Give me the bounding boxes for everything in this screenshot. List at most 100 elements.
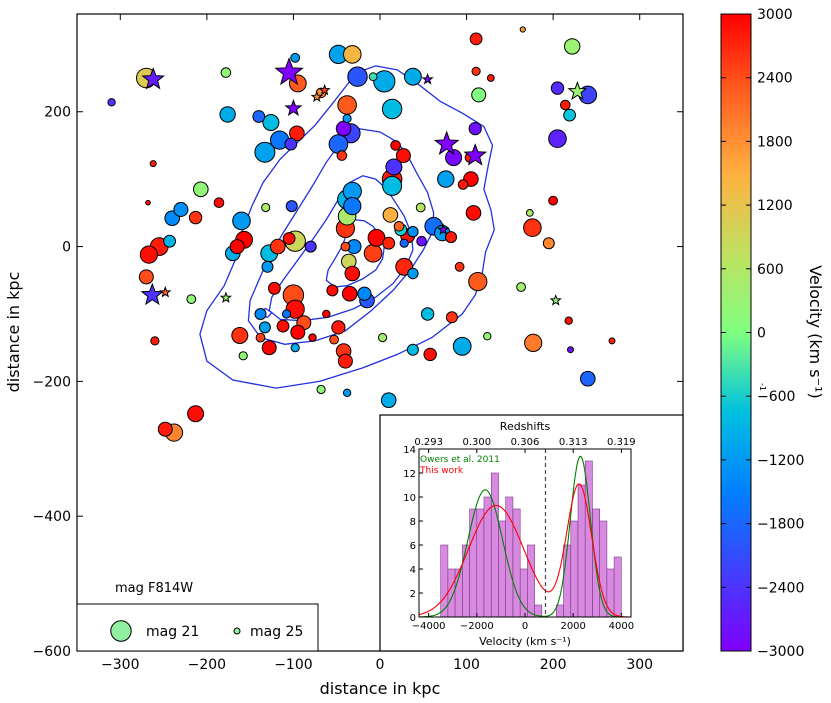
histogram-bars: [440, 460, 622, 618]
size-legend-title: mag F814W: [115, 581, 193, 596]
histogram-bar: [570, 520, 579, 618]
galaxy-point: [238, 351, 248, 361]
galaxy-point: [608, 337, 616, 345]
galaxy-point: [406, 343, 419, 356]
galaxy-point: [343, 45, 362, 64]
galaxy-point: [382, 207, 399, 223]
galaxy-point: [423, 347, 437, 362]
galaxy-point: [363, 244, 383, 263]
galaxy-point: [445, 311, 458, 324]
size-legend-label-mag25: mag 25: [250, 624, 303, 640]
galaxy-point: [219, 106, 236, 123]
inset-x-ticks: −4000 −2000 0 2000 4000: [412, 613, 634, 632]
gaussian-curve: [418, 483, 631, 618]
galaxy-point: [322, 309, 331, 319]
galaxy-point: [381, 98, 403, 120]
galaxy-point: [382, 175, 403, 196]
colorbar-tick-label: 3000: [757, 7, 793, 23]
galaxy-point: [188, 210, 203, 225]
histogram-bar: [512, 508, 521, 618]
galaxy-point: [231, 327, 249, 344]
galaxy-point: [525, 209, 534, 217]
galaxy-point: [268, 281, 281, 295]
inset-legend-owers: Owers et al. 2011: [420, 455, 500, 465]
star-marker: [549, 294, 562, 306]
galaxy-point: [262, 114, 280, 131]
histogram-bar: [577, 484, 586, 618]
galaxy-point: [173, 202, 189, 217]
galaxy-point: [255, 332, 266, 343]
contour-1: [247, 127, 435, 345]
galaxy-point: [254, 141, 276, 163]
galaxy-point: [471, 87, 487, 103]
galaxy-point: [457, 179, 469, 190]
gaussian-fit-curves: [418, 455, 631, 618]
galaxy-point: [454, 261, 465, 272]
galaxy-point: [290, 52, 301, 63]
star-marker: [421, 72, 434, 85]
galaxy-point: [337, 95, 357, 115]
galaxy-point: [567, 346, 574, 354]
colorbar-tick-label: 1800: [757, 134, 793, 150]
gaussian-curve: [419, 455, 631, 618]
inset-top-tick-label: 0.306: [511, 437, 540, 448]
star-marker: [219, 291, 233, 303]
galaxy-point: [378, 333, 388, 343]
galaxy-point: [368, 72, 378, 82]
histogram-bar: [527, 544, 535, 618]
galaxy-point: [357, 286, 372, 301]
galaxy-point: [399, 238, 409, 248]
galaxy-point: [548, 195, 558, 206]
galaxy-point: [445, 149, 463, 167]
main-y-axis-label: distance in kpc: [4, 272, 23, 393]
inset-x-tick-label: −4000: [412, 621, 446, 632]
galaxy-point: [261, 202, 271, 213]
galaxy-point: [150, 336, 160, 346]
main-x-tick-label: 200: [540, 657, 567, 673]
galaxy-point: [393, 221, 405, 232]
size-legend-marker-mag25: [233, 627, 241, 635]
contour-0: [199, 65, 495, 389]
main-x-tick-label: −300: [101, 657, 139, 673]
galaxy-point: [407, 267, 419, 280]
inset-y-tick-label: 6: [410, 541, 416, 552]
galaxy-point: [326, 284, 339, 297]
galaxy-point: [550, 81, 565, 95]
galaxy-point: [445, 231, 457, 244]
galaxy-point: [471, 66, 481, 76]
galaxy-point: [548, 129, 567, 148]
galaxy-point: [437, 170, 455, 188]
main-x-tick-label: 100: [453, 657, 480, 673]
galaxy-point: [186, 294, 197, 305]
galaxy-point: [542, 237, 555, 250]
galaxy-point: [304, 240, 317, 253]
galaxy-point: [564, 38, 581, 55]
galaxy-point: [416, 235, 427, 247]
main-y-tick-label: −200: [33, 374, 71, 390]
galaxy-point: [328, 134, 349, 154]
inset-x-tick-label: 4000: [609, 621, 634, 632]
galaxy-point: [415, 202, 426, 213]
main-x-tick-label: −200: [188, 657, 226, 673]
galaxy-point: [344, 265, 361, 282]
star-marker: [310, 90, 323, 103]
histogram-bar: [555, 604, 564, 618]
colorbar-tick-label: −600: [757, 389, 795, 405]
colorbar-label: Velocity (km s⁻¹): [806, 265, 825, 398]
colorbar: 3000 2400 1800 1200 600 0 −600 −1200 −1800 −2400 −…: [720, 7, 825, 660]
galaxy-point: [308, 333, 317, 342]
galaxy-point: [483, 332, 492, 341]
star-marker: [140, 282, 165, 306]
galaxy-point: [193, 181, 209, 198]
galaxy-point: [373, 70, 396, 93]
size-legend: mag F814W mag 21 mag 25: [76, 581, 319, 652]
galaxy-point: [335, 120, 352, 137]
galaxy-point: [270, 238, 286, 255]
main-x-tick-label: −100: [274, 657, 312, 673]
galaxy-point: [331, 320, 346, 335]
galaxy-point: [220, 67, 232, 78]
galaxy-point: [337, 353, 353, 369]
galaxy-point: [261, 260, 274, 273]
